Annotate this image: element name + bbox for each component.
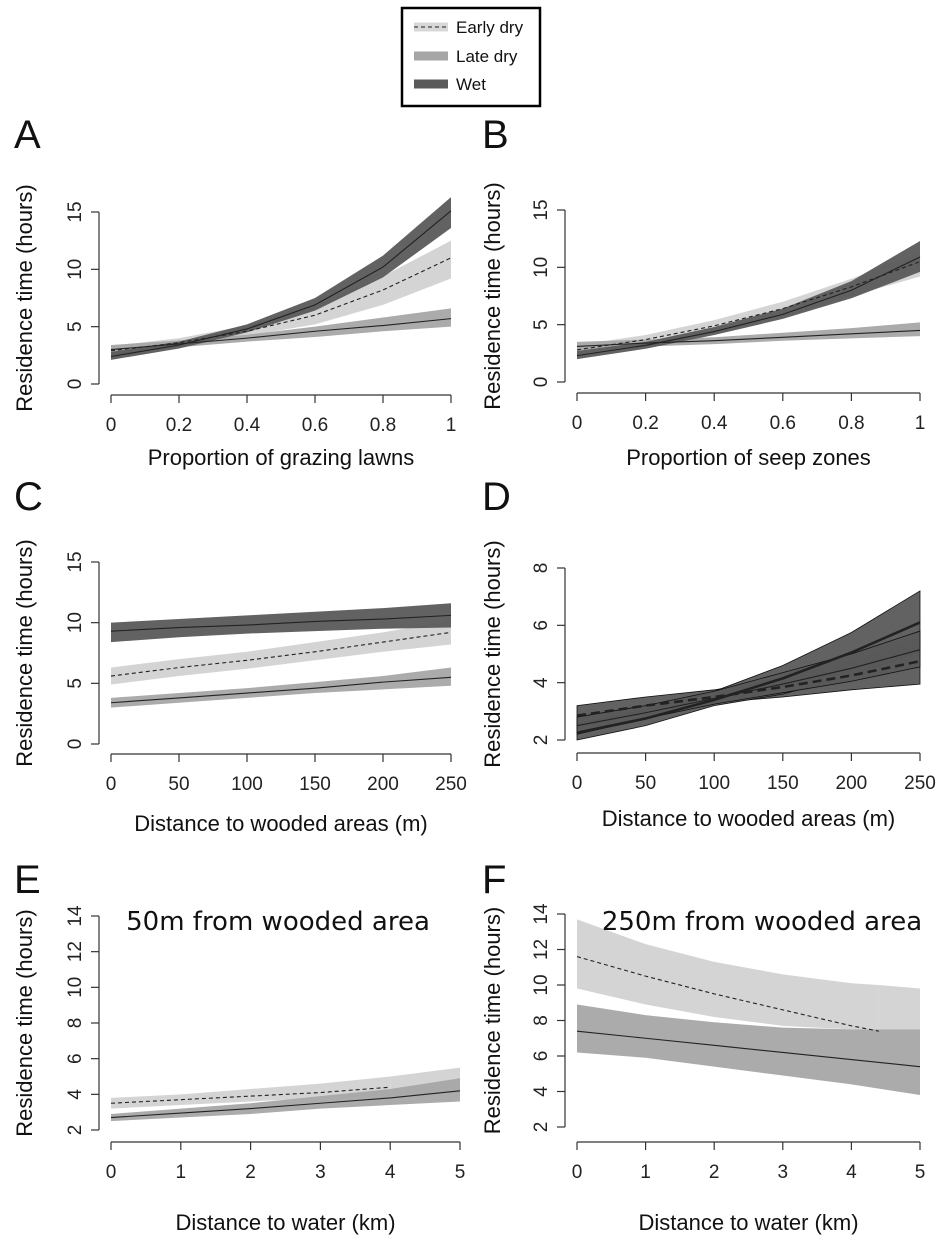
y-tick-label-b-1: 5 [531,319,552,330]
x-tick-label-b-2: 0.4 [701,413,728,434]
panel-letter-d: D [482,475,511,519]
y-tick-label-f-3: 8 [531,1015,552,1026]
y-tick-label-e-1: 4 [65,1089,86,1100]
x-tick-label-f-2: 2 [709,1162,720,1183]
x-tick-label-d-0: 0 [572,773,583,794]
x-axis-title-e: Distance to water (km) [175,1210,395,1235]
y-axis-title-b: Residence time (hours) [480,182,505,409]
y-tick-label-d-1: 4 [531,677,552,688]
legend-label-late-dry: Late dry [456,47,518,66]
x-tick-label-a-2: 0.4 [234,415,261,436]
y-tick-label-e-6: 14 [65,905,86,927]
x-tick-label-c-5: 250 [435,774,467,795]
y-tick-label-c-1: 5 [65,678,86,689]
y-tick-label-f-1: 4 [531,1086,552,1097]
x-tick-label-a-0: 0 [106,415,117,436]
x-tick-label-f-4: 4 [846,1162,857,1183]
y-tick-label-c-0: 0 [65,739,86,750]
x-tick-label-d-5: 250 [904,773,936,794]
x-tick-label-a-1: 0.2 [166,415,192,436]
y-tick-label-a-1: 5 [65,321,86,332]
y-axis-title-e: Residence time (hours) [12,909,37,1136]
x-tick-label-d-1: 50 [635,773,656,794]
x-tick-label-a-4: 0.8 [370,415,396,436]
x-tick-label-e-3: 3 [315,1162,326,1183]
legend-label-early-dry: Early dry [456,18,524,37]
x-tick-label-b-3: 0.6 [770,413,796,434]
panel-letter-f: F [482,858,506,902]
x-tick-label-c-3: 150 [299,774,331,795]
y-tick-label-e-5: 12 [65,941,86,962]
x-tick-label-d-2: 100 [698,773,730,794]
panel-d: D 2 4 6 8 0 50 100 150 200 250 Distance to wooded … [480,475,936,831]
x-tick-label-b-0: 0 [572,413,583,434]
annotation-e: 50m from wooded area [126,907,430,937]
x-axis-title-b: Proportion of seep zones [626,445,871,470]
x-tick-label-c-4: 200 [367,774,399,795]
y-tick-label-d-0: 2 [531,735,552,746]
x-tick-label-f-3: 3 [778,1162,789,1183]
x-tick-label-d-4: 200 [836,773,868,794]
y-tick-label-e-2: 6 [65,1053,86,1064]
panel-letter-c: C [14,475,43,519]
x-tick-label-c-2: 100 [231,774,263,795]
x-tick-label-e-1: 1 [176,1162,187,1183]
y-tick-label-f-0: 2 [531,1122,552,1133]
x-tick-label-c-0: 0 [106,774,117,795]
y-axis-title-a: Residence time (hours) [12,184,37,411]
x-tick-label-c-1: 50 [168,774,189,795]
x-axis-title-f: Distance to water (km) [638,1210,858,1235]
legend-label-wet: Wet [456,75,486,94]
x-tick-label-f-1: 1 [640,1162,651,1183]
x-tick-label-b-1: 0.2 [632,413,658,434]
x-tick-label-e-2: 2 [245,1162,256,1183]
panel-letter-a: A [14,113,41,157]
y-tick-label-b-0: 0 [531,377,552,388]
x-axis-title-d: Distance to wooded areas (m) [602,806,895,831]
y-tick-label-c-2: 10 [65,612,86,633]
y-tick-label-c-3: 15 [65,551,86,572]
annotation-f: 250m from wooded area [602,907,922,937]
x-tick-label-f-0: 0 [572,1162,583,1183]
panel-a: A 0 5 10 15 0 0.2 0.4 0.6 0.8 1 Proportion of graz… [12,113,456,470]
y-tick-label-f-5: 12 [531,939,552,960]
y-axis-title-d: Residence time (hours) [480,540,505,767]
x-tick-label-a-3: 0.6 [302,415,328,436]
x-axis-title-a: Proportion of grazing lawns [148,445,415,470]
y-tick-label-a-0: 0 [65,379,86,390]
y-tick-label-b-3: 15 [531,199,552,220]
x-tick-label-a-5: 1 [446,415,457,436]
y-tick-label-e-3: 8 [65,1018,86,1029]
y-axis-title-c: Residence time (hours) [12,539,37,766]
x-axis-title-c: Distance to wooded areas (m) [134,811,427,836]
panel-b: B 0 5 10 15 0 0.2 0.4 0.6 0.8 1 Proportion of seep… [480,113,925,470]
y-tick-label-d-2: 6 [531,620,552,631]
y-tick-label-a-2: 10 [65,259,86,280]
x-tick-label-e-0: 0 [106,1162,117,1183]
legend: Early dry Late dry Wet [402,8,540,106]
panel-letter-e: E [14,858,41,902]
y-axis-title-f: Residence time (hours) [480,907,505,1134]
x-tick-label-f-5: 5 [915,1162,926,1183]
x-tick-label-b-5: 1 [915,413,926,434]
y-tick-label-f-6: 14 [531,903,552,925]
panel-letter-b: B [482,113,509,157]
x-tick-label-d-3: 150 [767,773,799,794]
y-tick-label-b-2: 10 [531,257,552,278]
x-tick-label-e-4: 4 [385,1162,396,1183]
x-tick-label-e-5: 5 [455,1162,466,1183]
y-tick-label-a-3: 15 [65,201,86,222]
y-tick-label-e-0: 2 [65,1125,86,1136]
x-tick-label-b-4: 0.8 [838,413,864,434]
y-tick-label-f-2: 6 [531,1051,552,1062]
y-tick-label-e-4: 10 [65,977,86,998]
ci-band-f-1 [879,985,920,1029]
y-tick-label-f-4: 10 [531,974,552,995]
y-tick-label-d-3: 8 [531,563,552,574]
